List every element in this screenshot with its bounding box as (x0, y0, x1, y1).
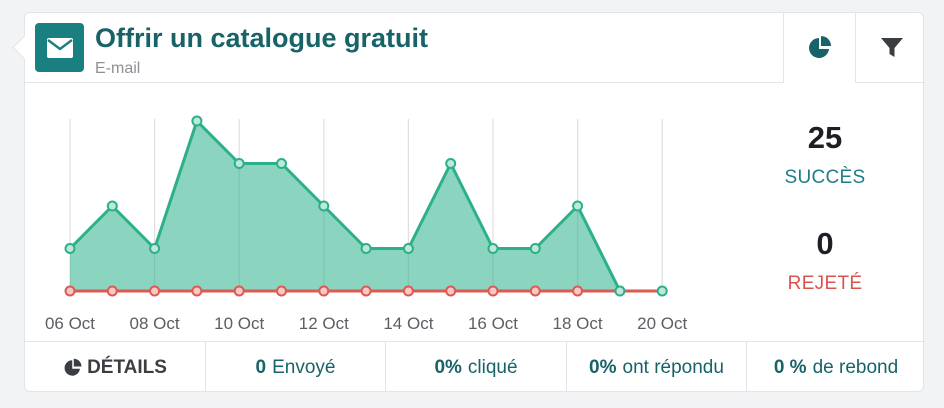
sent-value: 0 (255, 356, 267, 378)
rejected-point (402, 285, 414, 297)
clicked-label: cliqué (467, 356, 518, 378)
success-point (445, 158, 457, 169)
success-point (360, 243, 372, 254)
x-tick-label: 14 Oct (383, 314, 433, 333)
success-point (487, 243, 499, 254)
rejected-count: 0 (816, 226, 834, 261)
success-point (233, 158, 245, 169)
x-tick-label: 08 Oct (130, 314, 180, 333)
success-point (572, 200, 584, 212)
success-point (529, 243, 541, 254)
card-footer: DÉTAILS 0 Envoyé 0% cliqué 0% ont répond… (25, 341, 925, 393)
bounce-label: de rebond (812, 356, 899, 378)
success-point (149, 243, 161, 254)
replied-value: 0% (589, 356, 617, 378)
rejected-point (149, 285, 161, 297)
replied-stat[interactable]: 0% ont répondu (566, 342, 746, 393)
rejected-point (487, 285, 499, 297)
success-point (318, 200, 330, 212)
rejected-point (276, 285, 287, 297)
replied-label: ont répondu (622, 356, 724, 378)
rejected-point (233, 285, 245, 297)
x-tick-label: 20 Oct (637, 314, 687, 333)
rejected-point (64, 285, 76, 297)
success-count: 25 (807, 120, 843, 155)
rejected-point (445, 285, 457, 297)
x-tick-label: 06 Oct (45, 314, 95, 333)
campaign-medium: E-mail (95, 60, 141, 77)
clicked-value: 0% (434, 356, 462, 378)
graph-view-button[interactable] (783, 13, 855, 83)
rejected-label[interactable]: REJETÉ (787, 273, 863, 294)
card-header: Offrir un catalogue gratuit E-mail (25, 13, 925, 83)
success-point (106, 200, 118, 212)
success-point (191, 115, 203, 127)
x-tick-label: 16 Oct (468, 314, 518, 333)
success-point (64, 243, 76, 254)
success-point (402, 243, 414, 254)
sent-stat[interactable]: 0 Envoyé (205, 342, 385, 393)
rejected-point (360, 285, 372, 297)
x-tick-label: 12 Oct (299, 314, 349, 333)
pie-chart-icon (808, 36, 831, 58)
clicked-stat[interactable]: 0% cliqué (385, 342, 566, 393)
filter-button[interactable] (855, 13, 927, 83)
activity-chart: 06 Oct 08 Oct 10 Oct 12 Oct 14 Oct 16 Oct 18 O… (45, 115, 688, 333)
stats-panel: 25 SUCCÈS 0 REJETÉ (725, 83, 925, 341)
success-point (276, 158, 287, 169)
campaign-card: Offrir un catalogue gratuit E-mail 06 Oc… (12, 12, 925, 393)
details-label: DÉTAILS (87, 356, 167, 378)
bounce-stat[interactable]: 0 % de rebond (746, 342, 925, 393)
x-tick-label: 18 Oct (553, 314, 603, 333)
success-point (656, 285, 668, 297)
rejected-point (318, 285, 330, 297)
rejected-point (106, 285, 118, 297)
bounce-value: 0 % (773, 356, 807, 378)
success-label[interactable]: SUCCÈS (784, 167, 866, 188)
rejected-point (191, 285, 203, 297)
rejected-point (529, 285, 541, 297)
rejected-point (572, 285, 584, 297)
x-tick-label: 10 Oct (214, 314, 264, 333)
filter-icon (880, 38, 903, 57)
sent-label: Envoyé (272, 356, 336, 378)
details-button[interactable]: DÉTAILS (25, 342, 205, 393)
campaign-title[interactable]: Offrir un catalogue gratuit (95, 23, 429, 53)
email-icon (35, 23, 84, 72)
success-point (614, 285, 626, 297)
pie-chart-icon (64, 358, 82, 376)
